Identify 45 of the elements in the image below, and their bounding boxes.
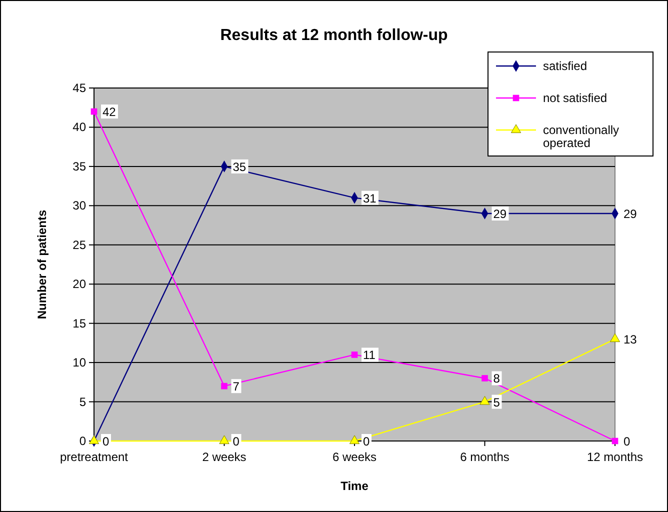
point xyxy=(219,435,230,444)
legend-label: satisfied xyxy=(543,59,588,73)
x-axis-title: Time xyxy=(340,479,369,493)
data-label: 0 xyxy=(102,434,110,448)
point xyxy=(351,352,358,358)
chart-title: Results at 12 month follow-up xyxy=(220,27,448,44)
point xyxy=(610,333,620,342)
y-tick-label: 20 xyxy=(72,277,86,292)
data-label: 29 xyxy=(493,207,507,222)
legend-label: not satisfied xyxy=(543,91,608,105)
data-label: 0 xyxy=(624,434,630,448)
data-label: 31 xyxy=(363,191,377,206)
point xyxy=(612,438,618,444)
data-label: 0 xyxy=(363,434,370,448)
x-tick-label: 6 months xyxy=(460,450,510,464)
y-tick-label: 30 xyxy=(72,198,86,213)
point xyxy=(88,435,100,444)
y-tick-label: 45 xyxy=(72,81,86,95)
y-tick-label: 35 xyxy=(72,159,86,174)
data-label: 8 xyxy=(493,372,500,386)
point xyxy=(90,108,98,115)
data-label: 11 xyxy=(363,348,376,362)
data-label: 42 xyxy=(102,105,116,120)
data-label: 13 xyxy=(624,332,638,347)
y-tick-label: 5 xyxy=(79,394,86,409)
point xyxy=(480,396,490,405)
y-tick-label: 40 xyxy=(72,120,86,134)
x-tick-label: pretreatment xyxy=(60,450,129,464)
data-label: 5 xyxy=(493,395,500,410)
point xyxy=(221,382,228,390)
data-label: 7 xyxy=(232,380,240,394)
x-tick-label: 2 weeks xyxy=(202,450,246,464)
point xyxy=(349,435,360,444)
y-tick-label: 25 xyxy=(72,238,86,252)
y-tick-label: 0 xyxy=(79,434,86,448)
data-label: 29 xyxy=(624,207,638,222)
data-label: 35 xyxy=(232,160,246,174)
data-label: 0 xyxy=(232,434,240,448)
legend-label: conventionally operated xyxy=(543,123,620,150)
y-tick-label: 15 xyxy=(72,316,86,330)
x-tick-label: 12 months xyxy=(586,450,644,464)
y-tick-label: 10 xyxy=(72,356,86,370)
y-axis-title: Number of patients xyxy=(35,210,49,320)
x-tick-label: 6 weeks xyxy=(332,450,377,464)
point xyxy=(482,375,488,382)
